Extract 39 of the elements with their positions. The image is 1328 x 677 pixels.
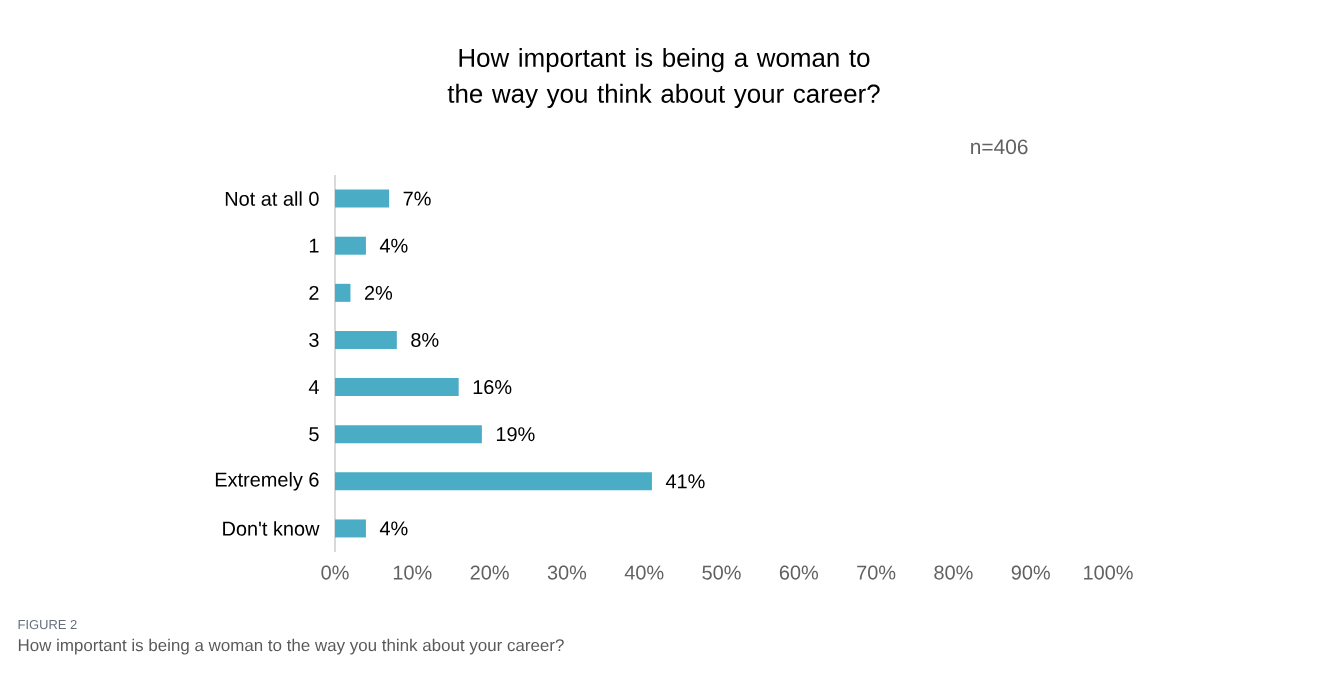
chart-title: How important is being a woman to the way you think about your career? (447, 48, 880, 109)
data-label: 4% (379, 238, 408, 253)
y-tick-label: Don't know (223, 521, 320, 536)
caption: FIGURE 2 (18, 619, 77, 630)
bar (335, 236, 366, 255)
x-tick-label: 100% (1084, 565, 1133, 580)
x-tick-label: 10% (393, 565, 432, 580)
x-tick-label: 30% (547, 565, 587, 580)
x-tick-label: 20% (470, 565, 509, 580)
y-tick-label: 3 (309, 332, 319, 347)
text: n=406 (971, 139, 1028, 155)
bar (335, 519, 366, 538)
data-label: 7% (403, 191, 431, 206)
y-tick-label: Extremely 6 (215, 472, 319, 491)
x-tick-label: 60% (779, 565, 819, 580)
bar (335, 378, 459, 397)
x-tick-label: 50% (702, 565, 741, 580)
x-tick-label: 0% (321, 565, 349, 580)
data-label: 16% (473, 380, 512, 395)
y-tick-label: 1 (309, 238, 319, 253)
x-tick-label: 70% (857, 565, 896, 580)
x-tick-label: 40% (624, 565, 664, 580)
bar (335, 425, 482, 444)
text: How important is being a woman to the way you think about your career? (18, 638, 564, 655)
y-tick-label: 5 (309, 427, 319, 442)
x-tick-label: 80% (934, 565, 973, 580)
bar (335, 330, 397, 349)
data-label: 41% (665, 474, 705, 489)
bar (335, 283, 351, 302)
y-tick-label: 4 (308, 380, 319, 394)
bar (335, 472, 652, 491)
data-label: 8% (411, 332, 439, 347)
data-label: 2% (364, 285, 393, 300)
x-tick-label: 90% (1011, 565, 1050, 580)
data-label: 4% (379, 521, 408, 536)
data-label: 19% (496, 427, 535, 442)
y-tick-label: 2 (309, 285, 319, 300)
bar (335, 189, 390, 208)
y-tick-label: Not at all 0 (225, 191, 319, 206)
